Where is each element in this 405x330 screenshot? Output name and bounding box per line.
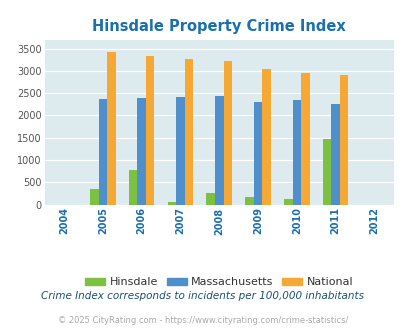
Bar — [301, 73, 309, 205]
Bar — [137, 98, 145, 205]
Bar — [128, 170, 137, 205]
Bar — [176, 97, 184, 205]
Text: © 2025 CityRating.com - https://www.cityrating.com/crime-statistics/: © 2025 CityRating.com - https://www.city… — [58, 316, 347, 325]
Bar — [284, 199, 292, 205]
Bar — [245, 197, 253, 205]
Bar — [206, 193, 214, 205]
Bar — [292, 100, 301, 205]
Bar — [90, 189, 98, 205]
Bar — [262, 69, 270, 205]
Title: Hinsdale Property Crime Index: Hinsdale Property Crime Index — [92, 19, 345, 34]
Bar — [330, 104, 339, 205]
Bar — [145, 56, 154, 205]
Bar — [322, 139, 330, 205]
Bar — [253, 102, 262, 205]
Bar — [107, 51, 115, 205]
Legend: Hinsdale, Massachusetts, National: Hinsdale, Massachusetts, National — [80, 273, 357, 292]
Bar — [339, 75, 347, 205]
Bar — [223, 61, 232, 205]
Bar — [98, 99, 107, 205]
Bar — [167, 202, 176, 205]
Text: Crime Index corresponds to incidents per 100,000 inhabitants: Crime Index corresponds to incidents per… — [41, 291, 364, 301]
Bar — [214, 96, 223, 205]
Bar — [184, 59, 193, 205]
